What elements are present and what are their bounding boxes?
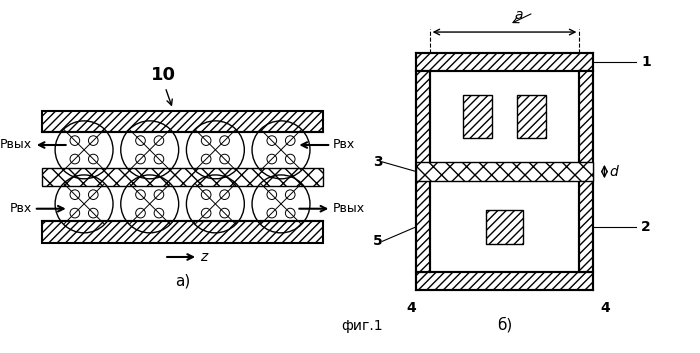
Text: фиг.1: фиг.1 <box>342 319 383 333</box>
Text: d: d <box>609 164 618 179</box>
Bar <box>416 71 430 273</box>
Text: Pвх: Pвх <box>333 138 356 151</box>
Text: б): б) <box>497 317 512 333</box>
Text: 2: 2 <box>641 220 651 234</box>
Bar <box>463 95 492 138</box>
Bar <box>41 111 323 132</box>
Text: Pвых: Pвых <box>333 202 365 215</box>
Text: 3: 3 <box>372 155 382 169</box>
Bar <box>486 210 523 244</box>
Bar <box>416 53 593 71</box>
Bar <box>41 221 323 243</box>
Text: 4: 4 <box>407 301 416 315</box>
Text: 4: 4 <box>601 301 610 315</box>
Bar <box>416 162 593 181</box>
Bar <box>416 273 593 290</box>
Text: a: a <box>514 8 523 22</box>
Text: 10: 10 <box>150 66 176 84</box>
Text: 5: 5 <box>372 234 382 248</box>
Text: z: z <box>200 250 207 264</box>
Text: Pвых: Pвых <box>0 138 32 151</box>
Text: Pвх: Pвх <box>10 202 32 215</box>
Text: 1: 1 <box>641 55 651 69</box>
Text: а): а) <box>175 273 190 288</box>
Bar <box>517 95 545 138</box>
Bar <box>580 71 593 273</box>
Bar <box>41 168 323 186</box>
